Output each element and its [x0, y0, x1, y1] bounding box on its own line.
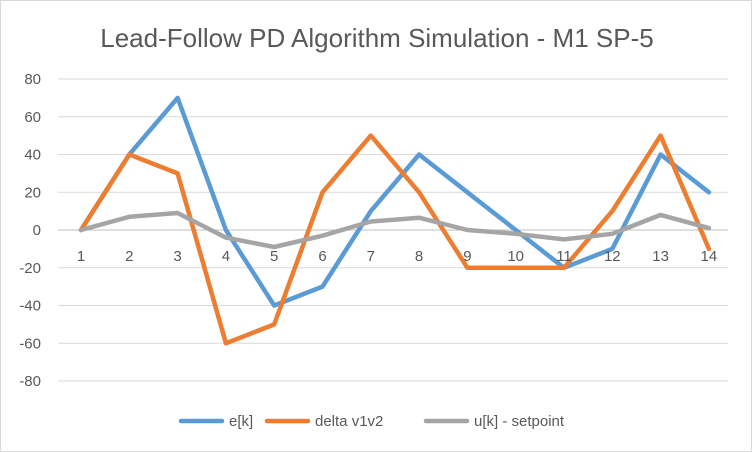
x-tick-label: 3: [173, 248, 181, 265]
x-tick-label: 8: [415, 248, 423, 265]
legend-label: u[k] - setpoint: [474, 413, 565, 430]
x-tick-label: 7: [367, 248, 375, 265]
series-lines: [78, 95, 712, 346]
x-tick-label: 6: [318, 248, 326, 265]
y-tick-label: -20: [19, 260, 41, 277]
x-tick-label: 12: [604, 248, 621, 265]
x-axis-ticks: 1 2 3 4 5 6 7 8 9 10 11 12 13 14: [77, 248, 717, 265]
legend-label: delta v1v2: [315, 413, 383, 430]
gridlines: [58, 78, 728, 382]
x-tick-label: 14: [701, 248, 718, 265]
series-line-e-k-: [78, 95, 712, 308]
y-tick-label: 20: [24, 184, 41, 201]
x-tick-label: 4: [222, 248, 230, 265]
legend: e[k] delta v1v2 u[k] - setpoint: [178, 413, 565, 430]
series-line-u-k-setpoint: [78, 210, 712, 250]
x-tick-label: 5: [270, 248, 278, 265]
y-tick-label: 80: [24, 71, 41, 88]
y-axis-ticks: 80 60 40 20 0 -20 -40 -60 -80: [19, 71, 41, 390]
y-tick-label: 60: [24, 109, 41, 126]
x-tick-label: 1: [77, 248, 85, 265]
x-tick-label: 10: [507, 248, 524, 265]
legend-label: e[k]: [229, 413, 253, 430]
y-tick-label: -40: [19, 298, 41, 315]
y-tick-label: 0: [33, 222, 41, 239]
series-line-delta-v1v2: [78, 133, 712, 346]
x-tick-label: 9: [463, 248, 471, 265]
y-tick-label: 40: [24, 147, 41, 164]
chart-title: Lead-Follow PD Algorithm Simulation - M1…: [100, 23, 653, 53]
y-tick-label: -60: [19, 335, 41, 352]
x-tick-label: 13: [652, 248, 669, 265]
x-tick-label: 2: [125, 248, 133, 265]
x-tick-label: 11: [556, 248, 572, 265]
y-tick-label: -80: [19, 373, 41, 390]
